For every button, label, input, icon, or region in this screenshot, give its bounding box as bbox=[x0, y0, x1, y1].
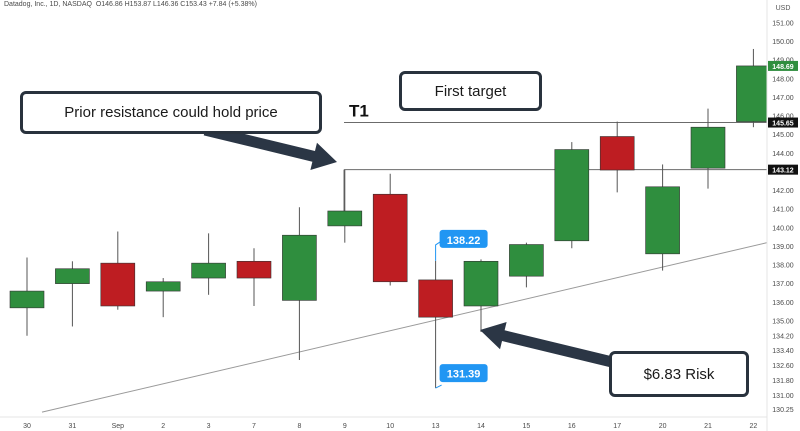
candle-16 bbox=[554, 142, 590, 249]
candle-13 bbox=[418, 260, 453, 389]
x-tick-label: 17 bbox=[613, 423, 621, 430]
candle-body bbox=[327, 210, 363, 227]
high-annotation-box bbox=[439, 229, 488, 248]
candle-body bbox=[463, 260, 499, 307]
x-tick-label: 13 bbox=[432, 423, 440, 430]
x-tick-label: 10 bbox=[386, 423, 394, 430]
price-label-box bbox=[768, 164, 798, 175]
y-tick-label: 134.20 bbox=[772, 333, 794, 340]
candle-3 bbox=[191, 233, 226, 295]
candle-15 bbox=[509, 242, 544, 288]
risk-callout-text: $6.83 Risk bbox=[643, 365, 715, 383]
candle-body bbox=[55, 268, 90, 284]
x-tick-label: 14 bbox=[477, 423, 485, 430]
x-tick-label: 22 bbox=[750, 423, 758, 430]
y-tick-label: 144.00 bbox=[772, 151, 794, 158]
candle-body bbox=[736, 65, 771, 122]
price-label: 143.12 bbox=[772, 168, 794, 175]
candle-10 bbox=[372, 173, 408, 286]
y-tick-label: 136.00 bbox=[772, 300, 794, 307]
candle-body bbox=[418, 279, 453, 318]
target-callout: First target bbox=[399, 71, 542, 111]
candle-body bbox=[372, 193, 408, 283]
resistance-arrow bbox=[203, 124, 337, 170]
price-label: 148.69 bbox=[772, 64, 794, 71]
candle-2 bbox=[145, 278, 181, 318]
y-tick-label: 138.00 bbox=[772, 263, 794, 270]
y-tick-label: 150.00 bbox=[772, 39, 794, 46]
candle-21 bbox=[690, 108, 726, 189]
y-tick-label: 145.00 bbox=[772, 132, 794, 139]
y-tick-label: 131.00 bbox=[772, 393, 794, 400]
x-tick-label: 15 bbox=[523, 423, 531, 430]
candle-7 bbox=[236, 248, 272, 306]
candle-body bbox=[191, 262, 226, 279]
y-tick-label: 151.00 bbox=[772, 20, 794, 27]
ticker-label: Datadog, Inc., 1D, NASDAQ bbox=[4, 1, 92, 8]
price-label: 145.65 bbox=[772, 121, 794, 128]
y-tick-label: 146.00 bbox=[772, 114, 794, 121]
y-tick-label: 142.00 bbox=[772, 188, 794, 195]
candle-body bbox=[282, 234, 317, 301]
candle-14 bbox=[463, 259, 499, 333]
x-tick-label: 3 bbox=[207, 423, 211, 430]
candle-body bbox=[145, 281, 181, 292]
candle-17 bbox=[599, 121, 635, 193]
y-tick-label: 140.00 bbox=[772, 225, 794, 232]
y-tick-label: 135.00 bbox=[772, 318, 794, 325]
t1-label: T1 bbox=[349, 102, 369, 121]
currency-label: USD bbox=[776, 5, 791, 12]
candle-8 bbox=[282, 207, 317, 360]
x-tick-label: Sep bbox=[112, 423, 125, 430]
x-tick-label: 31 bbox=[69, 423, 77, 430]
x-tick-label: 8 bbox=[297, 423, 301, 430]
candle-body bbox=[599, 136, 635, 171]
candle-body bbox=[690, 126, 726, 169]
candle-body bbox=[645, 186, 680, 255]
candle-Sep bbox=[100, 231, 136, 310]
y-tick-label: 139.00 bbox=[772, 244, 794, 251]
candle-30 bbox=[9, 257, 45, 336]
candle-body bbox=[236, 260, 272, 279]
x-tick-label: 2 bbox=[161, 423, 165, 430]
price-axis-panel bbox=[767, 0, 800, 431]
x-tick-label: 16 bbox=[568, 423, 576, 430]
target-callout-text: First target bbox=[434, 82, 507, 100]
y-tick-label: 141.00 bbox=[772, 207, 794, 214]
y-tick-label: 147.00 bbox=[772, 95, 794, 102]
x-tick-label: 20 bbox=[659, 423, 667, 430]
price-label-box bbox=[768, 60, 798, 71]
x-tick-label: 30 bbox=[23, 423, 31, 430]
risk-callout: $6.83 Risk bbox=[609, 351, 749, 397]
candle-20 bbox=[645, 164, 680, 271]
candle-22 bbox=[736, 48, 771, 128]
low-annotation-leader bbox=[435, 384, 442, 389]
y-tick-label: 137.00 bbox=[772, 281, 794, 288]
high-annotation-text: 138.22 bbox=[447, 235, 481, 247]
x-tick-label: 21 bbox=[704, 423, 712, 430]
candle-body bbox=[509, 244, 544, 277]
x-tick-label: 7 bbox=[252, 423, 256, 430]
x-tick-label: 9 bbox=[343, 423, 347, 430]
y-tick-label: 148.00 bbox=[772, 76, 794, 83]
candle-9 bbox=[327, 170, 363, 243]
candle-31 bbox=[55, 261, 90, 327]
candle-body bbox=[100, 262, 136, 307]
support-trendline bbox=[41, 242, 768, 413]
y-tick-label: 133.40 bbox=[772, 348, 794, 355]
candle-body bbox=[9, 290, 45, 309]
low-annotation-box bbox=[439, 364, 488, 383]
chart-header: Datadog, Inc., 1D, NASDAQ O146.86 H153.8… bbox=[4, 1, 257, 8]
resistance-callout: Prior resistance could hold price bbox=[20, 91, 322, 134]
candle-body bbox=[554, 149, 590, 242]
low-annotation-text: 131.39 bbox=[447, 369, 481, 381]
resistance-callout-text: Prior resistance could hold price bbox=[64, 104, 278, 121]
ohlc-readout: O146.86 H153.87 L146.36 C153.43 +7.84 (+… bbox=[95, 1, 257, 8]
y-tick-label: 131.80 bbox=[772, 378, 794, 385]
price-label-box bbox=[768, 117, 798, 128]
y-tick-label: 130.25 bbox=[772, 407, 794, 414]
risk-arrow bbox=[480, 322, 614, 368]
y-tick-label: 132.60 bbox=[772, 363, 794, 370]
